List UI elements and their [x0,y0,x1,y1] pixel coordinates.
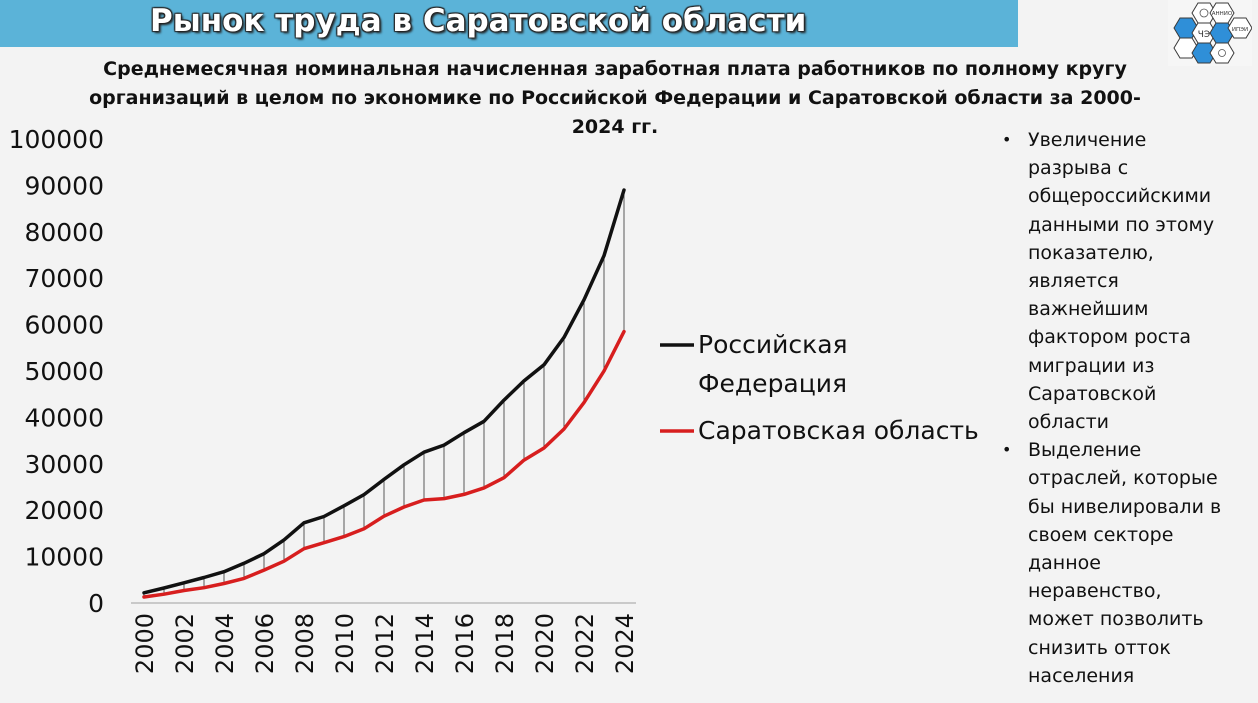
chart-title: Среднемесячная номинальная начисленная з… [89,58,1141,138]
legend: Российская Федерация Саратовская область [660,330,979,445]
bullet-item: • Увеличение разрыва с общероссийскими данны… [998,126,1248,436]
logo-text-right: ИПЭИ [1232,27,1248,33]
logo-text-top: АННИО [1212,11,1233,17]
bullet-text: Увеличение разрыва с общероссийскими данным… [1028,129,1215,434]
gap-drop-lines [143,190,625,597]
x-tick-label: 2016 [451,613,479,674]
x-tick-label: 2000 [131,613,159,674]
x-tick-label: 2008 [291,613,319,674]
y-tick-label: 90000 [24,171,104,200]
legend-label-rf: Российская Федерация [698,330,848,398]
wage-line-chart: 0 10000 20000 30000 40000 50000 60000 70000 8000… [9,125,979,674]
y-tick-label: 0 [88,589,104,618]
x-tick-label: 2022 [571,613,599,674]
x-tick-label: 2020 [531,613,559,674]
x-axis: 2000 2002 2004 2006 2008 2010 2012 2014 2016 2018… [131,602,639,674]
x-tick-label: 2012 [371,613,399,674]
logo: АННИО ЧЭ ИПЭИ [1168,0,1252,66]
y-axis: 0 10000 20000 30000 40000 50000 60000 70000 8000… [9,125,104,618]
bullet-list: • Увеличение разрыва с общероссийскими данны… [998,126,1248,690]
x-tick-label: 2014 [411,613,439,674]
bullet-marker: • [1002,440,1012,460]
bullet-item: • Выделение отраслей, которые бы нивелирова… [998,436,1248,690]
legend-label-saratov: Саратовская область [698,416,979,445]
y-tick-label: 50000 [24,357,104,386]
x-tick-label: 2024 [611,613,639,674]
y-tick-label: 60000 [24,311,104,340]
bullet-marker: • [1002,130,1012,149]
y-tick-label: 100000 [9,125,104,154]
x-tick-label: 2006 [251,613,279,674]
x-tick-label: 2010 [331,613,359,674]
y-tick-label: 10000 [24,543,104,572]
slide-title: Рынок труда в Саратовской области [150,3,807,39]
series-line-rf [142,188,626,595]
title-banner [0,0,1018,47]
y-tick-label: 20000 [24,496,104,525]
x-tick-label: 2002 [171,613,199,674]
logo-text-center: ЧЭ [1198,30,1210,40]
series-lines [142,188,626,599]
y-tick-label: 30000 [24,450,104,479]
x-tick-label: 2018 [491,613,519,674]
bullet-text: Выделение отраслей, которые бы нивелировал… [1028,439,1222,687]
x-tick-label: 2004 [211,613,239,674]
y-tick-label: 70000 [24,264,104,293]
y-tick-label: 80000 [24,218,104,247]
y-tick-label: 40000 [24,403,104,432]
series-line-saratov [142,329,626,599]
